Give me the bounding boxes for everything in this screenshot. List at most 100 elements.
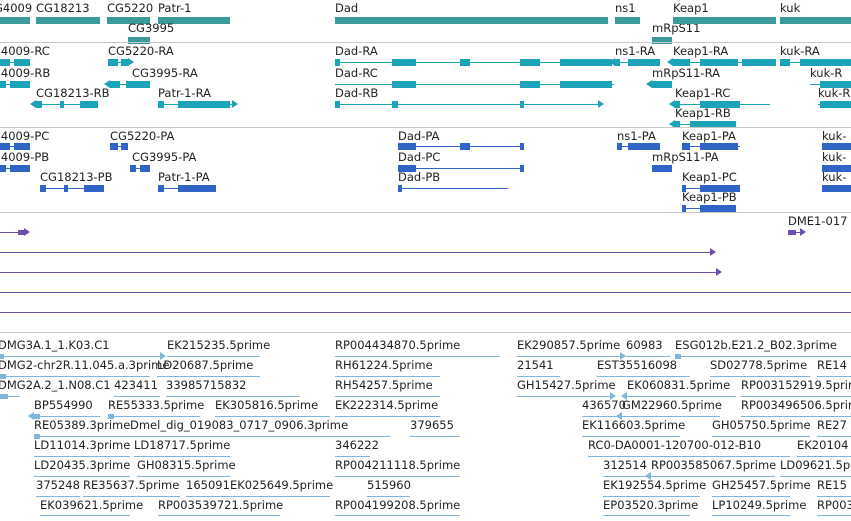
- intron-line: [0, 312, 851, 313]
- exon-block: [84, 184, 104, 192]
- exon-block: [10, 80, 30, 88]
- exon-block: [690, 120, 736, 128]
- intron-line: [675, 356, 851, 357]
- exon-block: [0, 16, 30, 24]
- intron-line: [108, 62, 128, 63]
- exon-block: [335, 58, 340, 66]
- feature-label: LD09621.5p: [780, 458, 851, 472]
- intron-line: [0, 356, 160, 357]
- track-separator: [0, 42, 851, 43]
- feature-label: RE55333.5prime: [108, 398, 205, 412]
- intron-line: [137, 476, 230, 477]
- exon-block: [36, 100, 42, 108]
- exon-block: [40, 184, 46, 192]
- intron-line: [0, 376, 150, 377]
- exon-block: [560, 58, 612, 66]
- feature-label: EK290857.5prime: [517, 338, 621, 352]
- feature-label: Patr-1: [158, 1, 192, 15]
- intron-line: [335, 84, 614, 85]
- feature-label: Keap1-RB: [675, 106, 731, 120]
- exon-block: [822, 184, 851, 192]
- feature-label: CG18213-PB: [40, 170, 113, 184]
- exon-block: [158, 184, 164, 192]
- exon-block: [822, 164, 851, 172]
- exon-block: [742, 58, 776, 66]
- intron-line: [34, 416, 100, 417]
- intron-line: [335, 396, 440, 397]
- exon-block: [10, 164, 30, 172]
- exon-block: [560, 80, 612, 88]
- exon-block: [128, 36, 150, 44]
- feature-label: LD11014.3prime: [34, 438, 131, 452]
- intron-line: [0, 272, 716, 273]
- intron-line: [0, 292, 851, 293]
- feature-label: DMG2A.2_1.N08.C1: [0, 378, 111, 392]
- feature-label: GM22960.5prime: [622, 398, 722, 412]
- feature-label: DMG3A.1_1.K03.C1: [0, 338, 110, 352]
- exon-block: [335, 100, 340, 108]
- intron-line: [166, 396, 300, 397]
- feature-label: Dad-PB: [398, 170, 441, 184]
- exon-block: [673, 58, 690, 66]
- feature-label: Keap1-PA: [682, 129, 736, 143]
- feature-label: CG5220-PA: [110, 129, 175, 143]
- intron-line: [622, 416, 720, 417]
- intron-line: [710, 376, 810, 377]
- feature-label: ns1: [615, 1, 636, 15]
- exon-block: [700, 204, 736, 212]
- exon-block: [140, 164, 150, 172]
- exon-block: [60, 100, 64, 108]
- intron-line: [335, 456, 370, 457]
- feature-label: ns1-RA: [615, 44, 656, 58]
- exon-block: [615, 16, 640, 24]
- exon-block: [682, 204, 686, 212]
- exon-block: [126, 80, 150, 88]
- exon-block: [110, 142, 118, 150]
- exon-block: [628, 58, 660, 66]
- feature-label: Dad-PC: [398, 150, 441, 164]
- exon-block: [675, 100, 680, 108]
- strand-arrow-icon: [645, 472, 651, 480]
- intron-line: [780, 476, 851, 477]
- intron-line: [40, 515, 130, 516]
- track-separator: [0, 127, 851, 128]
- strand-arrow-icon: [669, 100, 675, 108]
- strand-arrow-icon: [598, 100, 604, 108]
- feature-label: 379655: [410, 418, 454, 432]
- feature-label: 33985715832: [166, 378, 247, 392]
- exon-block: [520, 80, 540, 88]
- feature-label: DME1-017: [788, 214, 848, 228]
- exon-block: [110, 80, 120, 88]
- feature-label: RP003539721.5prime: [158, 498, 284, 512]
- intron-line: [517, 356, 620, 357]
- intron-line: [597, 376, 690, 377]
- feature-label: GH08315.5prime: [137, 458, 236, 472]
- intron-line: [335, 515, 460, 516]
- strand-arrow-icon: [716, 268, 722, 276]
- exon-block: [0, 142, 10, 150]
- feature-label: Keap1-PC: [682, 170, 737, 184]
- feature-label: 375248: [36, 478, 80, 492]
- feature-label: kuk-RA: [780, 44, 820, 58]
- exon-block: [34, 413, 40, 419]
- exon-block: [14, 58, 30, 66]
- feature-label: Keap1: [673, 1, 709, 15]
- feature-label: EP03520.3prime: [603, 498, 699, 512]
- exon-block: [652, 80, 672, 88]
- intron-line: [186, 496, 230, 497]
- intron-line: [603, 515, 690, 516]
- exon-block: [335, 16, 608, 24]
- feature-label: mRpS11-PA: [652, 150, 719, 164]
- exon-block: [520, 164, 524, 172]
- feature-label: RE14: [817, 358, 847, 372]
- feature-label: 515960: [367, 478, 411, 492]
- intron-line: [741, 396, 851, 397]
- feature-label: SD02778.5prime: [710, 358, 808, 372]
- intron-line: [712, 515, 790, 516]
- feature-label: RP003496506.5prime: [741, 398, 851, 412]
- exon-block: [158, 100, 164, 108]
- feature-label: 165091: [186, 478, 230, 492]
- feature-label: EK20104: [797, 438, 849, 452]
- track-separator: [0, 332, 851, 333]
